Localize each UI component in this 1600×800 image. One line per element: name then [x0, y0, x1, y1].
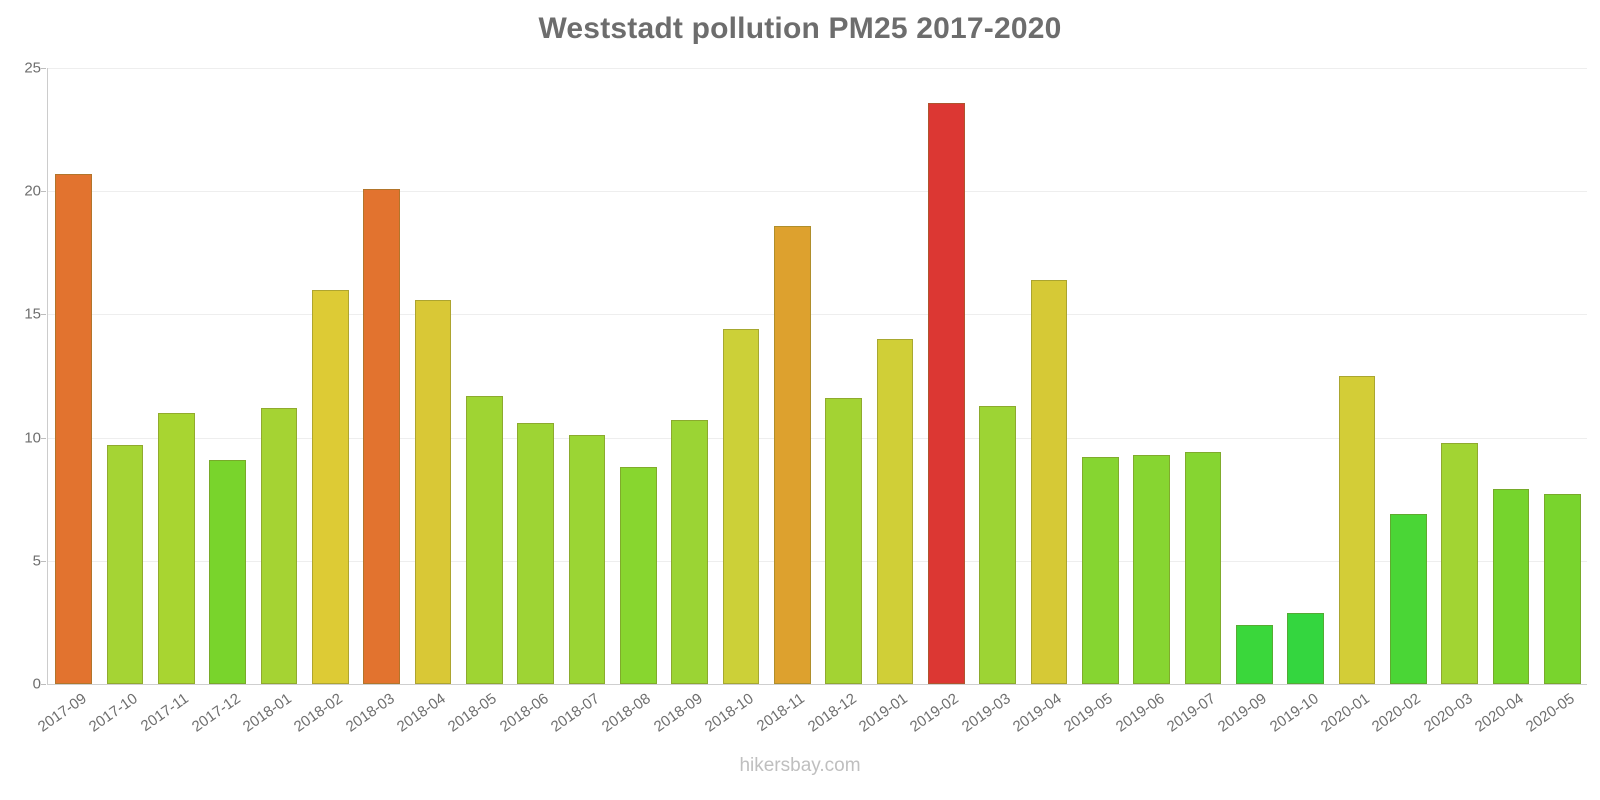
y-axis-tick-mark [41, 560, 46, 562]
bar-fill [157, 412, 195, 684]
bar-2019-06[interactable] [1133, 68, 1171, 684]
chart-title: Weststadt pollution PM25 2017-2020 [538, 12, 1062, 45]
bar-2019-09[interactable] [1235, 68, 1273, 684]
bar-fill [927, 102, 965, 684]
bar-2018-09[interactable] [671, 68, 709, 684]
bar-fill [568, 435, 606, 684]
bar-fill [465, 395, 503, 684]
bar-fill [1081, 457, 1119, 684]
y-axis-tick-label: 20 [24, 182, 41, 200]
bar-fill [1030, 279, 1068, 684]
bar-2018-01[interactable] [260, 68, 298, 684]
bar-fill [773, 225, 811, 684]
bar-fill [1287, 612, 1325, 684]
bar-2019-03[interactable] [979, 68, 1017, 684]
gridline [47, 437, 1587, 439]
gridline [47, 191, 1587, 193]
bar-fill [1338, 376, 1376, 684]
bar-fill [1389, 513, 1427, 684]
bar-2017-10[interactable] [106, 68, 144, 684]
bar-fill [1492, 489, 1530, 684]
y-axis-ticks: 0 5 10 15 20 25 [0, 60, 46, 693]
bar-2019-05[interactable] [1081, 68, 1119, 684]
bar-2018-06[interactable] [517, 68, 555, 684]
bar-2019-01[interactable] [876, 68, 914, 684]
bar-2020-03[interactable] [1441, 68, 1479, 684]
bar-fill [1133, 454, 1171, 684]
footer-credit: hikersbay.com [739, 755, 861, 776]
bar-2018-03[interactable] [363, 68, 401, 684]
y-axis-tick-mark [41, 437, 46, 439]
bar-fill [517, 422, 555, 684]
bar-fill [1441, 442, 1479, 684]
bar-2019-02[interactable] [927, 68, 965, 684]
bar-fill [619, 467, 657, 684]
y-axis-tick-mark [41, 68, 46, 69]
bar-2017-09[interactable] [55, 68, 93, 684]
y-axis-tick-label: 5 [32, 552, 41, 570]
bar-2017-11[interactable] [157, 68, 195, 684]
y-axis-tick-label: 25 [24, 59, 41, 77]
y-axis-tick-mark [41, 314, 46, 316]
y-axis-tick-label: 15 [24, 305, 41, 323]
bar-fill [363, 188, 401, 684]
bar-fill [979, 405, 1017, 684]
bar-fill [876, 339, 914, 684]
bar-2018-10[interactable] [722, 68, 760, 684]
bar-2020-02[interactable] [1389, 68, 1427, 684]
bar-fill [1543, 494, 1581, 684]
bar-fill [106, 445, 144, 684]
bar-fill [825, 398, 863, 684]
y-axis-tick-mark [41, 684, 46, 685]
bar-2018-07[interactable] [568, 68, 606, 684]
y-axis-tick-mark [41, 191, 46, 193]
bar-2019-04[interactable] [1030, 68, 1068, 684]
y-axis-tick-label: 0 [32, 675, 41, 693]
bar-2018-12[interactable] [825, 68, 863, 684]
bar-2018-05[interactable] [465, 68, 503, 684]
bar-2018-08[interactable] [619, 68, 657, 684]
bar-2018-04[interactable] [414, 68, 452, 684]
bar-fill [414, 299, 452, 684]
bar-2019-07[interactable] [1184, 68, 1222, 684]
bar-2018-11[interactable] [773, 68, 811, 684]
y-axis-line [47, 68, 48, 684]
bars-layer [48, 68, 1588, 684]
bar-2017-12[interactable] [209, 68, 247, 684]
gridline [47, 314, 1587, 316]
bar-2020-01[interactable] [1338, 68, 1376, 684]
bar-fill [671, 420, 709, 684]
y-axis-tick-label: 10 [24, 429, 41, 447]
gridline [47, 560, 1587, 562]
bar-2020-05[interactable] [1543, 68, 1581, 684]
gridline [47, 684, 1587, 685]
bar-fill [1235, 624, 1273, 684]
bar-2020-04[interactable] [1492, 68, 1530, 684]
bar-fill [722, 329, 760, 684]
bar-2019-10[interactable] [1287, 68, 1325, 684]
bar-fill [260, 408, 298, 684]
bar-2018-02[interactable] [311, 68, 349, 684]
bar-fill [209, 459, 247, 684]
bar-fill [1184, 452, 1222, 684]
bar-fill [311, 289, 349, 684]
gridline [47, 68, 1587, 69]
plot-area [47, 68, 1587, 685]
bar-fill [55, 173, 93, 684]
